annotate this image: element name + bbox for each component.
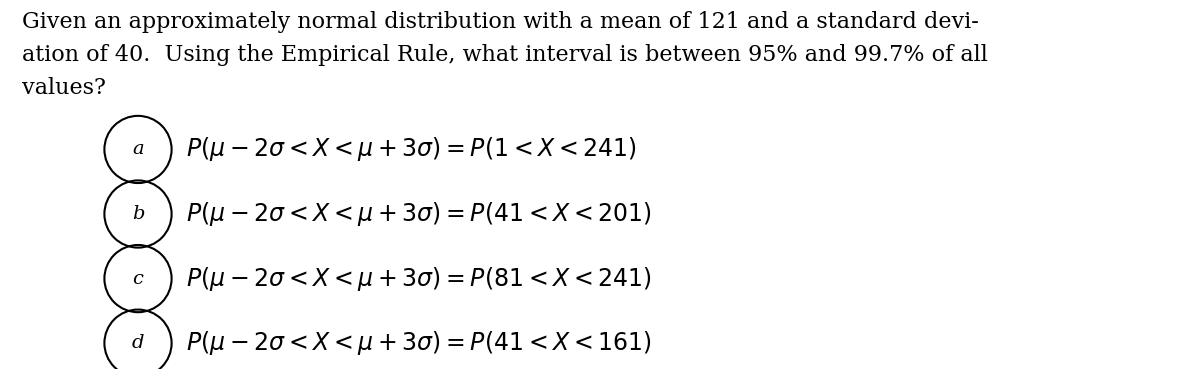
Text: $P(\mu - 2\sigma < X < \mu + 3\sigma) = P(1 < X < 241)$: $P(\mu - 2\sigma < X < \mu + 3\sigma) = … <box>186 135 637 163</box>
Text: $P(\mu - 2\sigma < X < \mu + 3\sigma) = P(41 < X < 161)$: $P(\mu - 2\sigma < X < \mu + 3\sigma) = … <box>186 329 652 357</box>
Text: Given an approximately normal distribution with a mean of 121 and a standard dev: Given an approximately normal distributi… <box>22 11 988 99</box>
Text: b: b <box>132 205 144 223</box>
Text: a: a <box>132 141 144 158</box>
Text: $P(\mu - 2\sigma < X < \mu + 3\sigma) = P(81 < X < 241)$: $P(\mu - 2\sigma < X < \mu + 3\sigma) = … <box>186 265 652 293</box>
Text: c: c <box>132 270 144 287</box>
Text: $P(\mu - 2\sigma < X < \mu + 3\sigma) = P(41 < X < 201)$: $P(\mu - 2\sigma < X < \mu + 3\sigma) = … <box>186 200 652 228</box>
Text: d: d <box>132 334 144 352</box>
